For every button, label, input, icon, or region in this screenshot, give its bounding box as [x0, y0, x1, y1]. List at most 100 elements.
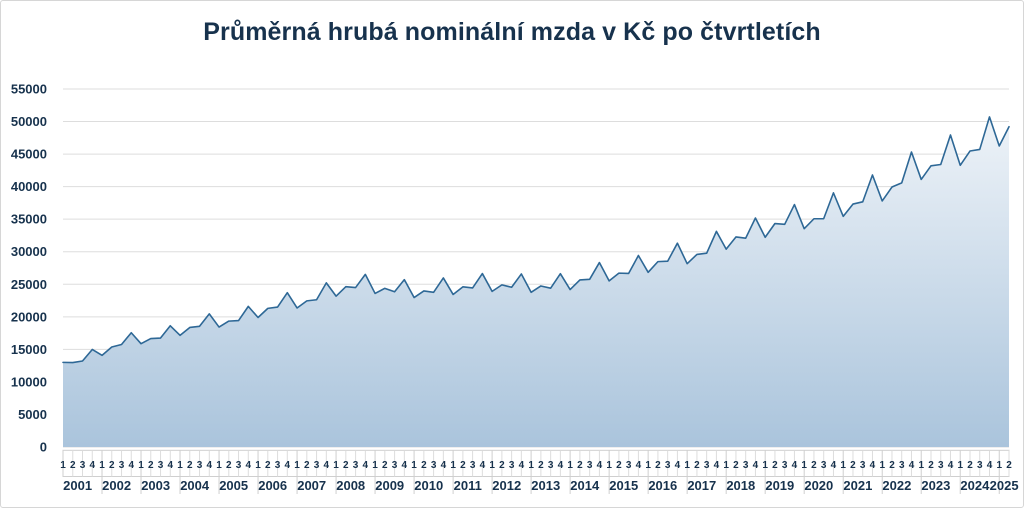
svg-text:4: 4 — [597, 460, 603, 471]
svg-text:2007: 2007 — [297, 478, 326, 493]
svg-text:1: 1 — [216, 460, 222, 471]
svg-text:1: 1 — [840, 460, 846, 471]
svg-text:3: 3 — [548, 460, 554, 471]
svg-text:4: 4 — [792, 460, 798, 471]
svg-text:1: 1 — [528, 460, 534, 471]
svg-text:4: 4 — [167, 460, 173, 471]
svg-text:2018: 2018 — [726, 478, 755, 493]
svg-text:4: 4 — [89, 460, 95, 471]
svg-text:3: 3 — [353, 460, 359, 471]
svg-text:3: 3 — [977, 460, 983, 471]
svg-text:4: 4 — [441, 460, 447, 471]
svg-text:2014: 2014 — [570, 478, 600, 493]
svg-text:3: 3 — [392, 460, 398, 471]
svg-text:2: 2 — [70, 460, 76, 471]
svg-text:3: 3 — [665, 460, 671, 471]
svg-text:3: 3 — [275, 460, 281, 471]
svg-text:4: 4 — [753, 460, 759, 471]
svg-text:3: 3 — [704, 460, 710, 471]
svg-text:2021: 2021 — [843, 478, 872, 493]
svg-text:2012: 2012 — [492, 478, 521, 493]
svg-text:3: 3 — [587, 460, 593, 471]
svg-text:50000: 50000 — [11, 114, 47, 129]
svg-text:4: 4 — [363, 460, 369, 471]
svg-text:2: 2 — [109, 460, 115, 471]
svg-text:2: 2 — [460, 460, 466, 471]
svg-text:1: 1 — [645, 460, 651, 471]
svg-text:2: 2 — [538, 460, 544, 471]
svg-text:2: 2 — [577, 460, 583, 471]
svg-text:4: 4 — [714, 460, 720, 471]
svg-text:2: 2 — [148, 460, 154, 471]
svg-text:1: 1 — [138, 460, 144, 471]
svg-text:2: 2 — [304, 460, 310, 471]
svg-text:2: 2 — [382, 460, 388, 471]
svg-text:1: 1 — [372, 460, 378, 471]
svg-text:2: 2 — [967, 460, 973, 471]
svg-text:3: 3 — [80, 460, 86, 471]
svg-text:4: 4 — [558, 460, 564, 471]
svg-text:4: 4 — [831, 460, 837, 471]
svg-text:4: 4 — [987, 460, 993, 471]
svg-text:3: 3 — [431, 460, 437, 471]
svg-text:2: 2 — [733, 460, 739, 471]
svg-text:1: 1 — [684, 460, 690, 471]
svg-text:40000: 40000 — [11, 179, 47, 194]
svg-text:3: 3 — [236, 460, 242, 471]
svg-text:1: 1 — [450, 460, 456, 471]
svg-text:4: 4 — [402, 460, 408, 471]
svg-text:4: 4 — [207, 460, 213, 471]
svg-text:2: 2 — [499, 460, 505, 471]
svg-text:4: 4 — [948, 460, 954, 471]
svg-text:2022: 2022 — [882, 478, 911, 493]
svg-text:2015: 2015 — [609, 478, 638, 493]
svg-text:2: 2 — [343, 460, 349, 471]
svg-text:1: 1 — [918, 460, 924, 471]
svg-text:1: 1 — [255, 460, 261, 471]
svg-text:2025: 2025 — [990, 478, 1019, 493]
svg-text:4: 4 — [636, 460, 642, 471]
svg-text:1: 1 — [177, 460, 183, 471]
svg-text:2006: 2006 — [258, 478, 287, 493]
svg-text:4: 4 — [246, 460, 252, 471]
svg-text:2: 2 — [928, 460, 934, 471]
svg-text:2002: 2002 — [102, 478, 131, 493]
svg-text:3: 3 — [119, 460, 125, 471]
svg-text:4: 4 — [909, 460, 915, 471]
svg-text:2005: 2005 — [219, 478, 248, 493]
svg-text:2008: 2008 — [336, 478, 365, 493]
svg-text:3: 3 — [938, 460, 944, 471]
svg-text:1: 1 — [957, 460, 963, 471]
svg-text:2009: 2009 — [375, 478, 404, 493]
svg-text:1: 1 — [60, 460, 66, 471]
svg-text:25000: 25000 — [11, 277, 47, 292]
svg-text:3: 3 — [860, 460, 866, 471]
svg-text:0: 0 — [40, 440, 47, 455]
svg-text:2003: 2003 — [141, 478, 170, 493]
svg-text:3: 3 — [821, 460, 827, 471]
svg-text:4: 4 — [285, 460, 291, 471]
svg-text:1: 1 — [762, 460, 768, 471]
svg-text:2: 2 — [811, 460, 817, 471]
svg-text:2010: 2010 — [414, 478, 443, 493]
svg-text:3: 3 — [470, 460, 476, 471]
svg-text:3: 3 — [626, 460, 632, 471]
svg-text:1: 1 — [489, 460, 495, 471]
svg-text:5000: 5000 — [18, 407, 47, 422]
svg-text:3: 3 — [899, 460, 905, 471]
svg-text:2020: 2020 — [804, 478, 833, 493]
svg-text:1: 1 — [99, 460, 105, 471]
svg-text:30000: 30000 — [11, 244, 47, 259]
svg-text:4: 4 — [480, 460, 486, 471]
svg-text:2: 2 — [616, 460, 622, 471]
svg-text:2016: 2016 — [648, 478, 677, 493]
svg-text:2019: 2019 — [765, 478, 794, 493]
svg-text:1: 1 — [879, 460, 885, 471]
svg-text:55000: 55000 — [11, 82, 47, 97]
svg-text:4: 4 — [675, 460, 681, 471]
svg-text:2: 2 — [265, 460, 271, 471]
svg-text:4: 4 — [870, 460, 876, 471]
svg-text:3: 3 — [509, 460, 515, 471]
svg-text:4: 4 — [519, 460, 525, 471]
svg-text:2001: 2001 — [63, 478, 92, 493]
